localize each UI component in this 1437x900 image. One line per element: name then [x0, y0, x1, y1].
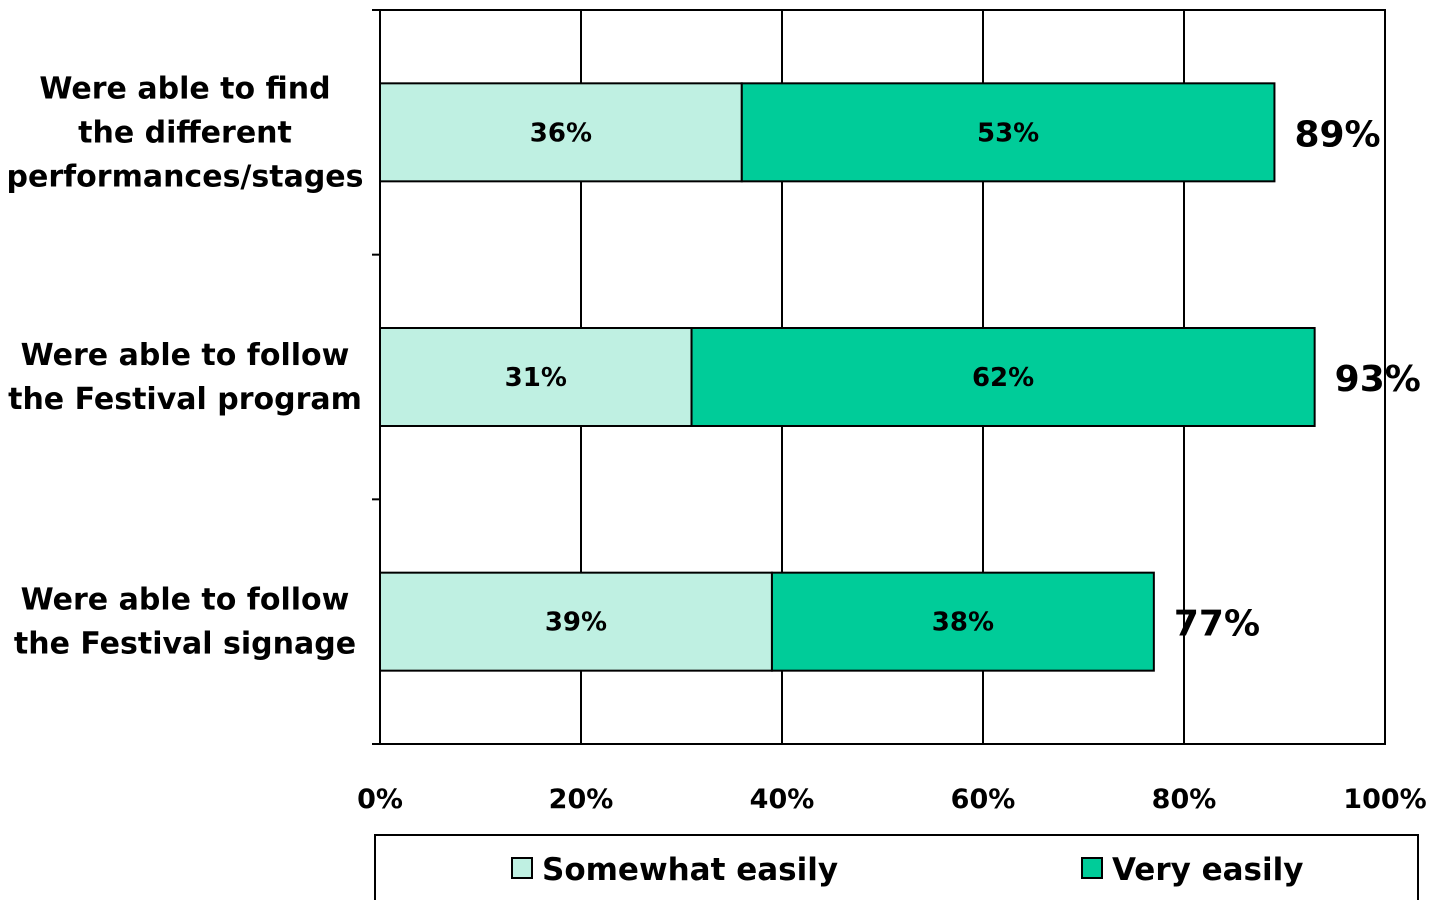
bar-segment: [690, 327, 1316, 427]
y-axis-ticks: [372, 9, 380, 745]
legend-label: Somewhat easily: [542, 852, 838, 888]
data-label: 38%: [932, 608, 994, 638]
x-axis-tick-labels: 0% 20% 40% 60% 80% 100%: [357, 784, 1427, 815]
legend: Somewhat easily Very easily: [374, 834, 1419, 900]
total-label: 93%: [1335, 359, 1421, 400]
data-label: 36%: [530, 118, 592, 148]
legend-box: [374, 834, 1419, 900]
category-label: Were able to follow the Festival signage: [14, 583, 356, 662]
x-tick-label: 60%: [951, 784, 1016, 815]
x-tick-label: 0%: [357, 784, 403, 815]
total-label: 89%: [1294, 114, 1380, 155]
bar-segment: [379, 82, 743, 183]
data-label: 31%: [505, 363, 567, 393]
bar-segment: [379, 571, 773, 672]
category-label: Were able to follow the Festival program: [8, 338, 362, 417]
legend-swatch: [1081, 857, 1103, 879]
legend-swatch: [511, 857, 533, 879]
data-label: 39%: [545, 608, 607, 638]
data-label: 53%: [977, 118, 1039, 148]
bar-segment: [770, 571, 1155, 672]
category-labels: Were able to find the different performanc…: [7, 71, 364, 661]
x-tick-label: 20%: [549, 784, 614, 815]
bar-segment: [740, 82, 1276, 183]
total-label: 77%: [1174, 604, 1260, 645]
x-tick-label: 80%: [1152, 784, 1217, 815]
x-tick-label: 100%: [1343, 784, 1426, 815]
category-label: Were able to find the different performanc…: [7, 71, 364, 194]
data-label: 62%: [972, 363, 1034, 393]
x-tick-label: 40%: [750, 784, 815, 815]
legend-label: Very easily: [1112, 852, 1303, 888]
bars: 36% 53% 89% 31% 62% 93% 39% 38% 77%: [379, 82, 1421, 672]
